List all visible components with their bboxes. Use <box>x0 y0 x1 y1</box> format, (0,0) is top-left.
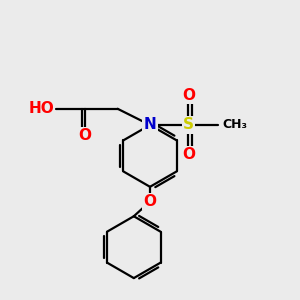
Text: O: O <box>182 147 195 162</box>
Text: O: O <box>79 128 92 143</box>
Text: CH₃: CH₃ <box>222 118 247 131</box>
Text: O: O <box>143 194 157 209</box>
Text: S: S <box>183 118 194 133</box>
Text: O: O <box>182 88 195 103</box>
Text: N: N <box>144 118 156 133</box>
Text: HO: HO <box>28 101 54 116</box>
